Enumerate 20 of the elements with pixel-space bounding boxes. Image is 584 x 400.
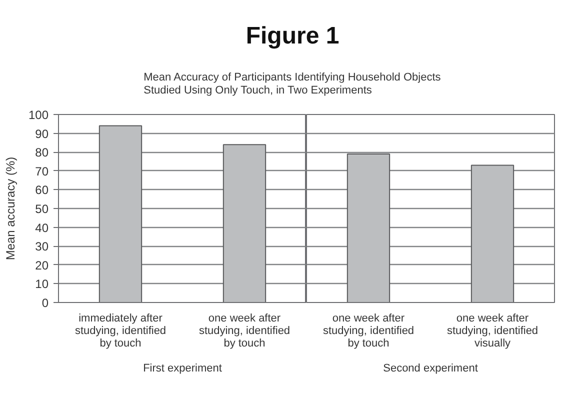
y-tick-label: 70 <box>35 164 49 178</box>
x-tick-label: one week after studying, identified by touch <box>322 312 414 350</box>
chart-title: Figure 1 <box>246 22 340 50</box>
y-tick-label: 100 <box>28 108 49 122</box>
y-tick-label: 10 <box>35 277 49 292</box>
y-axis-title: Mean accuracy (%) <box>3 156 18 260</box>
y-tick-label: 50 <box>35 202 49 216</box>
x-axis-title: Second experiment <box>383 362 478 375</box>
y-tick-label: 90 <box>35 126 49 141</box>
x-tick-label: immediately after studying, identified by touch <box>74 312 166 350</box>
y-tick-label: 30 <box>35 240 49 254</box>
x-tick-label: one week after studying, identified by touch <box>198 312 290 350</box>
y-tick-label: 0 <box>42 296 49 310</box>
y-tick-label: 60 <box>35 183 49 198</box>
x-tick-label: one week after studying, identified visually <box>446 312 538 350</box>
y-tick-label: 20 <box>35 258 49 272</box>
x-axis-title: First experiment <box>143 362 222 375</box>
y-tick-label: 80 <box>35 146 49 160</box>
y-tick-label: 40 <box>35 220 49 235</box>
chart-subtitle: Mean Accuracy of Participants Identifying Household Objects Studied Using Only Touch, in Two Experiments <box>144 71 442 96</box>
